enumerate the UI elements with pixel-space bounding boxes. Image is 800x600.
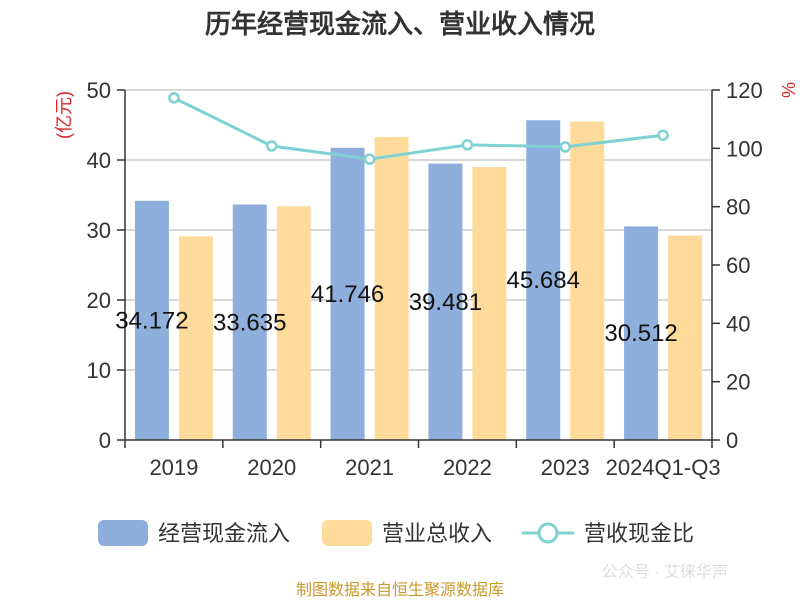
line-series xyxy=(168,92,669,165)
x-tick-label: 2022 xyxy=(443,455,492,480)
legend: 经营现金流入 营业总收入 营收现金比 xyxy=(98,520,694,546)
y-left-tick-label: 0 xyxy=(99,428,111,453)
y-right-tick-label: 60 xyxy=(726,253,750,278)
bar-value-label: 33.635 xyxy=(213,309,286,336)
y-left-tick-label: 40 xyxy=(87,148,111,173)
legend-label: 经营现金流入 xyxy=(158,521,290,546)
bar-revenue xyxy=(472,167,507,440)
bar-revenue xyxy=(178,236,213,440)
legend-marker xyxy=(537,522,559,544)
chart-title: 历年经营现金流入、营业收入情况 xyxy=(205,9,595,39)
bar-value-label: 34.172 xyxy=(115,307,188,334)
y-axis-right-label: % xyxy=(778,82,798,98)
x-tick-label: 2023 xyxy=(541,455,590,480)
y-left-tick-label: 50 xyxy=(87,78,111,103)
x-tick-label: 2019 xyxy=(149,455,198,480)
bar-revenue xyxy=(570,121,605,440)
bar-revenue xyxy=(374,136,409,440)
bar-cash-inflow xyxy=(526,120,561,440)
bar-cash-inflow xyxy=(232,204,267,440)
y-right-tick-label: 120 xyxy=(726,78,763,103)
watermark-text: 公众号 · 艾徕华声 xyxy=(602,563,728,581)
legend-swatch xyxy=(98,520,148,546)
x-tick-label: 2020 xyxy=(247,455,296,480)
ratio-point xyxy=(461,139,474,151)
source-footer: 制图数据来自恒生聚源数据库 xyxy=(296,581,504,599)
ratio-point xyxy=(559,141,571,153)
y-right-tick-label: 100 xyxy=(726,136,763,161)
ratio-point xyxy=(363,153,376,165)
bar-cash-inflow xyxy=(624,226,659,440)
bar-value-label: 41.746 xyxy=(311,281,384,308)
legend-swatch xyxy=(322,520,372,546)
bar-value-label: 30.512 xyxy=(604,320,677,347)
data-labels: 34.172 33.635 41.746 39.481 45.684 30.512 xyxy=(115,267,678,347)
bar-revenue xyxy=(276,206,311,440)
y-left-tick-label: 20 xyxy=(87,288,111,313)
ratio-point xyxy=(266,140,278,152)
legend-label: 营业总收入 xyxy=(382,521,492,546)
axes: 0 10 20 30 40 50 0 20 40 60 80 100 120 2019 2020 2021 20… xyxy=(87,78,763,480)
legend-label: 营收现金比 xyxy=(584,521,694,546)
bar-cash-inflow xyxy=(134,200,169,440)
y-left-tick-label: 10 xyxy=(87,358,111,383)
ratio-point xyxy=(168,92,180,104)
bar-series xyxy=(134,120,703,440)
ratio-line xyxy=(173,96,664,161)
bar-revenue xyxy=(668,235,703,440)
bar-value-label: 39.481 xyxy=(409,289,482,316)
bar-cash-inflow xyxy=(330,147,365,440)
ratio-point xyxy=(657,129,669,141)
y-left-tick-label: 30 xyxy=(87,218,111,243)
bar-cash-inflow xyxy=(428,163,463,440)
y-axis-left-label: (亿元) xyxy=(54,91,74,139)
grid-lines xyxy=(125,89,712,371)
y-right-tick-label: 80 xyxy=(726,195,750,220)
x-tick-label: 2024Q1-Q3 xyxy=(606,455,721,480)
y-right-tick-label: 20 xyxy=(726,370,750,395)
y-right-tick-label: 0 xyxy=(726,428,738,453)
bar-value-label: 45.684 xyxy=(507,267,580,294)
y-right-tick-label: 40 xyxy=(726,311,750,336)
x-tick-label: 2021 xyxy=(345,455,394,480)
